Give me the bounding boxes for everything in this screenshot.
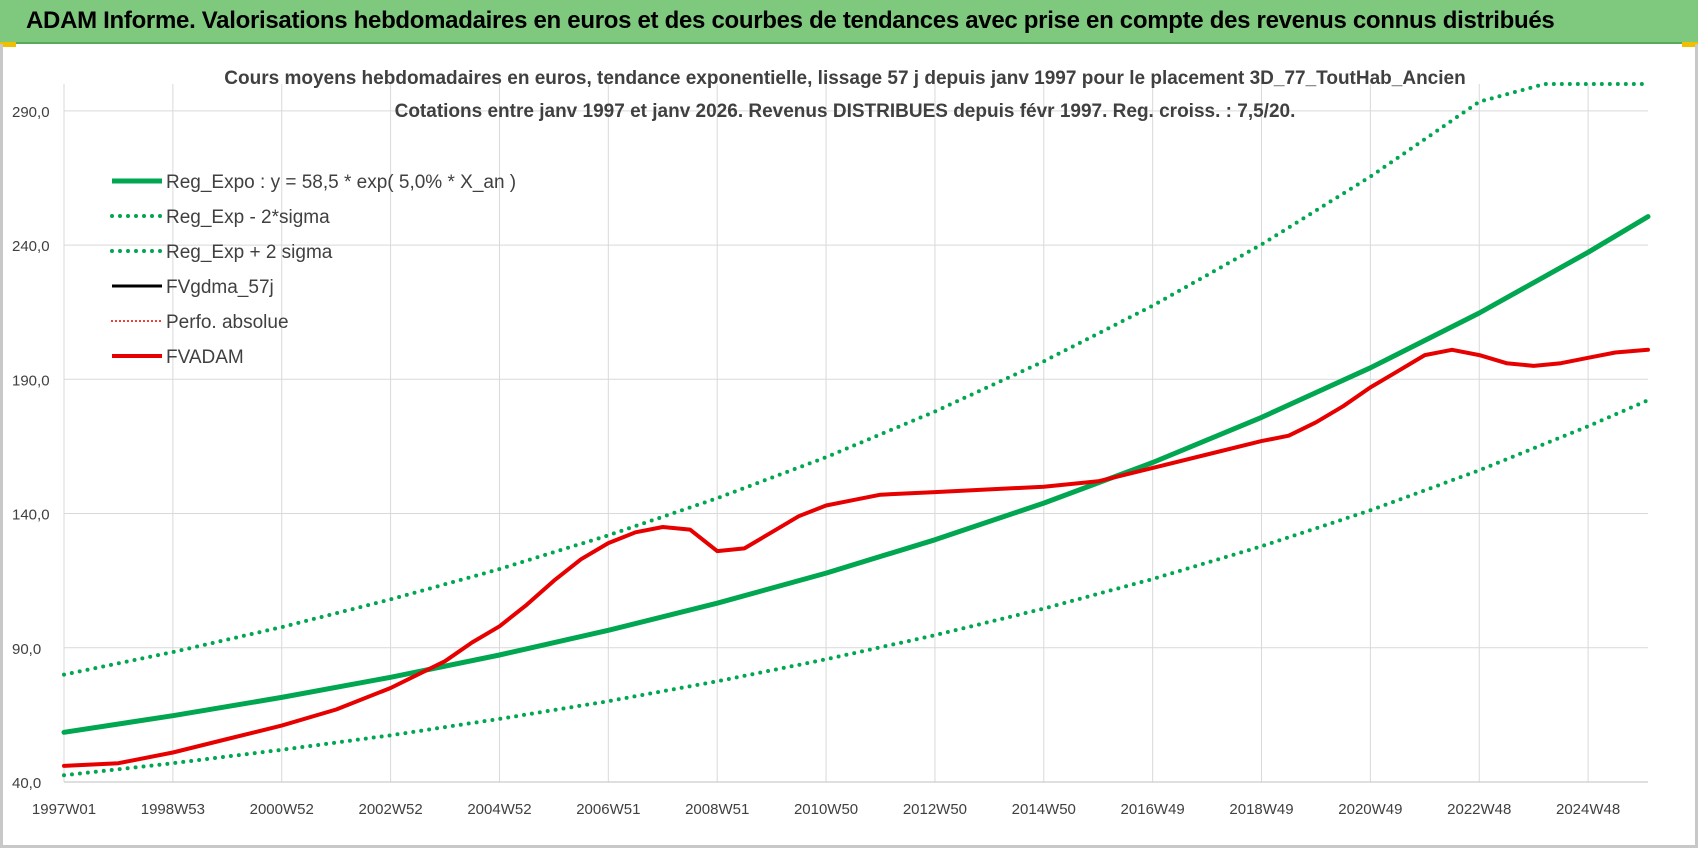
x-tick-label: 2010W50 <box>794 801 858 818</box>
x-tick-label: 2002W52 <box>358 801 422 818</box>
x-tick-label: 2018W49 <box>1229 801 1293 818</box>
series <box>61 82 1651 778</box>
chart-subtitle: Cotations entre janv 1997 et janv 2026. … <box>395 101 1296 122</box>
x-tick-label: 1998W53 <box>141 801 205 818</box>
x-tick-label: 2016W49 <box>1121 801 1185 818</box>
x-tick-label: 2012W50 <box>903 801 967 818</box>
title-bar: ADAM Informe. Valorisations hebdomadaire… <box>0 0 1698 44</box>
series-line-1 <box>62 398 1650 778</box>
chart-frame <box>0 44 1698 848</box>
series-line-2 <box>62 82 1650 677</box>
legend-label: Perfo. absolue <box>166 312 289 333</box>
chart-title: Cours moyens hebdomadaires en euros, ten… <box>224 68 1465 89</box>
x-tick-label: 2014W50 <box>1012 801 1076 818</box>
x-tick-label: 2024W48 <box>1556 801 1620 818</box>
x-tick-label: 2008W51 <box>685 801 749 818</box>
corner-marker-left <box>0 42 16 47</box>
x-tick-label: 2022W48 <box>1447 801 1511 818</box>
y-axis: 40,0 90,0 140,0 190,0 240,0 290,0 <box>12 104 50 792</box>
x-axis: 1997W01 1998W53 2000W52 2002W52 2004W52 2006W… <box>32 781 1648 818</box>
y-tick-label: 240,0 <box>12 238 50 255</box>
x-tick-label: 1997W01 <box>32 801 96 818</box>
x-tick-label: 2000W52 <box>250 801 314 818</box>
y-tick-label: 190,0 <box>12 372 50 389</box>
legend-label: FVADAM <box>166 347 244 368</box>
line-chart: Cours moyens hebdomadaires en euros, ten… <box>12 68 1651 818</box>
series-line-0 <box>61 214 1651 735</box>
x-tick-label: 2004W52 <box>467 801 531 818</box>
y-tick-label: 40,0 <box>12 775 41 792</box>
y-tick-label: 290,0 <box>12 104 50 121</box>
report-title: ADAM Informe. Valorisations hebdomadaire… <box>26 7 1555 34</box>
y-tick-label: 90,0 <box>12 641 41 658</box>
legend-label: Reg_Exp - 2*sigma <box>166 207 330 228</box>
legend-label: Reg_Expo : y = 58,5 * exp( 5,0% * X_an ) <box>166 172 516 193</box>
corner-marker-right <box>1682 42 1698 47</box>
x-tick-label: 2006W51 <box>576 801 640 818</box>
series-line-3 <box>62 347 1650 768</box>
legend-label: FVgdma_57j <box>166 277 274 298</box>
legend-label: Reg_Exp + 2 sigma <box>166 242 333 263</box>
legend: Reg_Expo : y = 58,5 * exp( 5,0% * X_an )… <box>110 172 516 368</box>
x-tick-label: 2020W49 <box>1338 801 1402 818</box>
y-tick-label: 140,0 <box>12 507 50 524</box>
